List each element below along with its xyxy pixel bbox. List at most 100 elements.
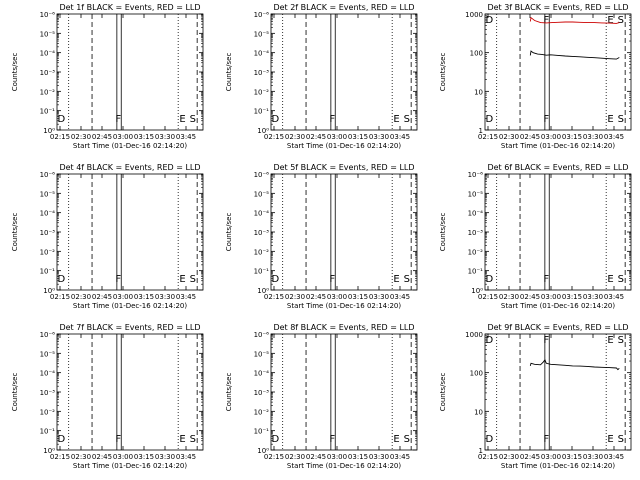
series-line-2 [529,16,620,24]
x-axis-label: Start Time (01-Dec-16 02:14:20) [73,462,187,470]
x-tick-label: 03:00 [541,133,561,141]
y-tick-label: 10⁻³ [254,389,270,397]
y-tick-label: 10⁻⁵ [254,190,270,198]
chart-title: Det 1f BLACK = Events, RED = LLD [59,3,200,12]
x-tick-label: 03:30 [155,293,175,301]
y-tick-label: 10⁻⁵ [254,30,270,38]
y-tick-label: 100 [470,50,483,58]
x-tick-label: 03:00 [327,453,347,461]
plot-frame [56,333,204,451]
plot-frame [270,13,418,131]
y-tick-label: 10⁻⁶ [40,171,56,179]
y-axis-label: Counts/sec [225,373,233,412]
event-marker-f: F [115,274,121,285]
x-tick-label: 02:45 [306,293,326,301]
x-tick-label: 02:30 [71,453,91,461]
y-tick-label: 10⁰ [43,447,55,455]
x-tick-label: 02:45 [306,133,326,141]
event-marker-e: E [179,274,185,285]
x-tick-label: 03:45 [604,133,624,141]
y-tick-label: 1000 [465,11,483,19]
event-marker-d: D [486,114,494,125]
event-marker-top-d: D [486,15,494,26]
y-tick-label: 10⁻⁶ [254,171,270,179]
event-marker-f: F [115,434,121,445]
event-marker-e: E [607,114,613,125]
y-tick-label: 10⁻⁶ [468,171,484,179]
x-tick-label: 02:30 [285,133,305,141]
x-axis-label: Start Time (01-Dec-16 02:14:20) [287,462,401,470]
y-tick-label: 10⁻⁴ [40,370,56,378]
plot-frame [484,173,632,291]
x-tick-label: 02:30 [499,453,519,461]
event-marker-s: S [190,274,196,285]
event-marker-e: E [393,114,399,125]
x-tick-label: 02:30 [285,293,305,301]
x-tick-label: 02:15 [478,133,498,141]
event-marker-f: F [543,274,549,285]
chart-title: Det 5f BLACK = Events, RED = LLD [273,163,414,172]
chart-panel-1: Det 1f BLACK = Events, RED = LLD D F E S 10⁰ 1… [11,3,204,150]
x-tick-label: 02:45 [520,293,540,301]
y-tick-label: 10⁻³ [468,229,484,237]
y-tick-label: 10⁻² [254,88,270,96]
y-tick-label: 10⁻² [40,88,56,96]
event-marker-d: D [58,434,66,445]
event-marker-e: E [607,274,613,285]
y-tick-label: 10⁻⁶ [254,11,270,19]
y-tick-label: 10⁻⁴ [40,210,56,218]
chart-title: Det 3f BLACK = Events, RED = LLD [487,3,628,12]
x-tick-label: 02:15 [264,293,284,301]
y-tick-label: 10⁻¹ [254,108,270,116]
event-marker-d: D [272,114,280,125]
chart-title: Det 4f BLACK = Events, RED = LLD [59,163,200,172]
x-axis-label: Start Time (01-Dec-16 02:14:20) [73,302,187,310]
y-tick-label: 10⁻² [254,248,270,256]
y-tick-label: 10⁰ [471,287,483,295]
y-tick-label: 10⁰ [257,127,269,135]
event-marker-f: F [115,114,121,125]
x-tick-label: 02:15 [50,293,70,301]
event-marker-d: D [58,274,66,285]
chart-title: Det 7f BLACK = Events, RED = LLD [59,323,200,332]
x-tick-label: 03:30 [369,293,389,301]
x-tick-label: 03:45 [176,453,196,461]
event-marker-d: D [272,434,280,445]
event-marker-d: D [486,434,494,445]
y-tick-label: 10 [474,408,483,416]
y-tick-label: 10⁻⁵ [40,350,56,358]
y-tick-label: 10⁻¹ [254,428,270,436]
y-tick-label: 10 [474,88,483,96]
x-axis-label: Start Time (01-Dec-16 02:14:20) [501,142,615,150]
x-tick-label: 03:30 [583,293,603,301]
y-tick-label: 10⁻² [468,248,484,256]
plot-frame [270,333,418,451]
x-tick-label: 03:15 [134,293,154,301]
event-marker-s: S [618,274,624,285]
x-tick-label: 03:45 [176,133,196,141]
x-tick-label: 02:45 [520,133,540,141]
y-tick-label: 10⁻⁴ [468,210,484,218]
x-tick-label: 03:00 [113,133,133,141]
chart-title: Det 6f BLACK = Events, RED = LLD [487,163,628,172]
x-tick-label: 02:15 [264,453,284,461]
y-tick-label: 10⁻¹ [40,268,56,276]
y-tick-label: 1 [479,127,483,135]
x-tick-label: 03:30 [583,453,603,461]
y-tick-label: 10⁻² [40,408,56,416]
x-tick-label: 02:30 [499,133,519,141]
x-tick-label: 03:00 [327,293,347,301]
y-tick-label: 10⁻³ [40,389,56,397]
x-tick-label: 03:15 [562,293,582,301]
x-axis-label: Start Time (01-Dec-16 02:14:20) [73,142,187,150]
y-tick-label: 10⁻⁴ [254,210,270,218]
y-axis-label: Counts/sec [11,213,19,252]
x-tick-label: 03:30 [369,453,389,461]
y-tick-label: 10⁰ [43,127,55,135]
event-marker-f: F [329,114,335,125]
event-marker-s: S [404,274,410,285]
y-axis-label: Counts/sec [225,213,233,252]
x-tick-label: 03:30 [583,133,603,141]
plot-frame [56,173,204,291]
